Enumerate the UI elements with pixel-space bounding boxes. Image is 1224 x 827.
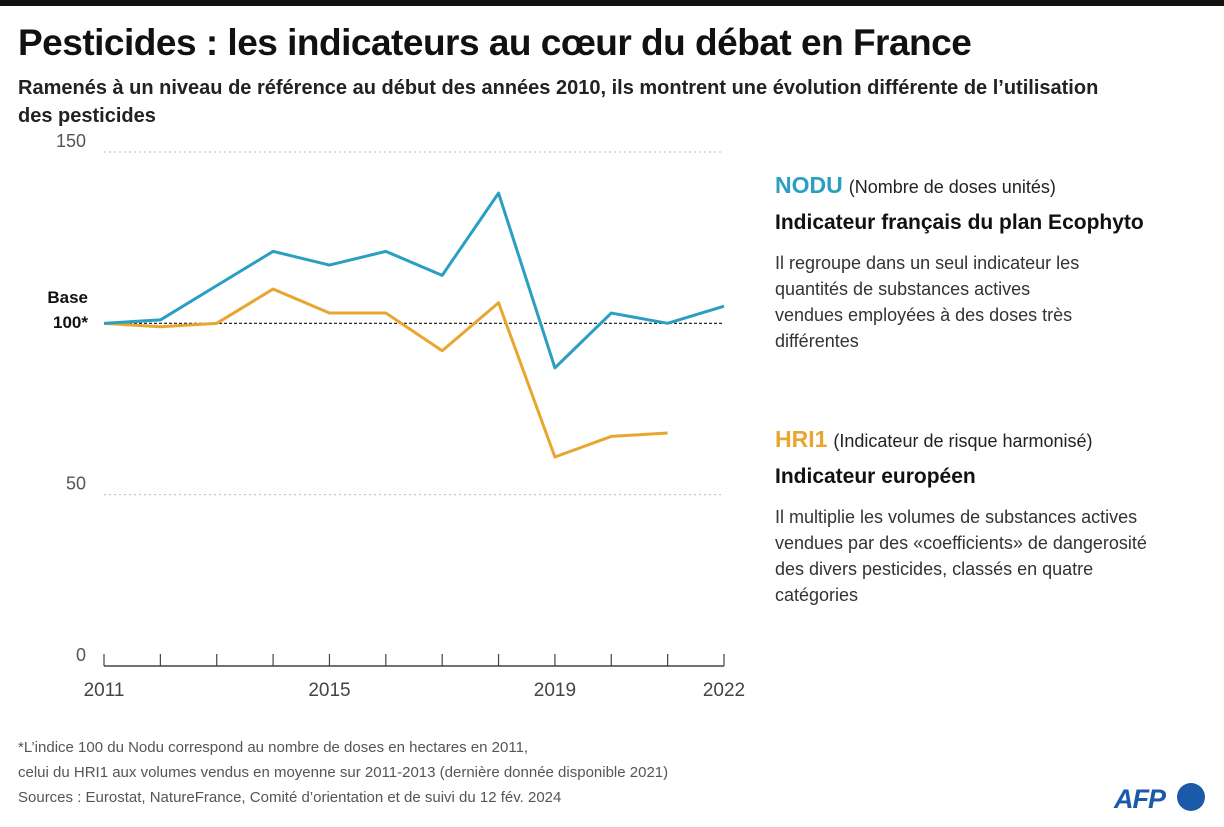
legend-desc: (Nombre de doses unités) [848,177,1056,197]
chart-title: Pesticides : les indicateurs au cœur du … [18,22,972,63]
panel-heading: Indicateur européen [775,465,976,488]
footnote: Sources : Eurostat, NatureFrance, Comité… [18,789,562,806]
x-tick-label: 2011 [84,680,125,701]
x-tick-label: 2015 [308,680,350,701]
legend-entry: HRI1 (Indicateur de risque harmonisé) [775,426,1093,453]
panel-heading: Indicateur français du plan Ecophyto [775,211,1144,234]
panel-text: Il multiplie les volumes de substances a… [775,507,1147,605]
legend-entry: NODU (Nombre de doses unités) [775,172,1056,199]
x-tick-label: 2022 [703,680,745,701]
footnote: celui du HRI1 aux volumes vendus en moye… [18,764,669,781]
y-tick-label: Base 100* [47,288,88,333]
legend-desc: (Indicateur de risque harmonisé) [833,431,1093,451]
logo-circle [1177,783,1205,811]
y-tick-label: 0 [76,645,86,665]
panel-text: Il regroupe dans un seul indicateur les … [775,253,1080,351]
footnote: *L’indice 100 du Nodu correspond au nomb… [18,739,529,756]
legend-label: NODU [775,172,843,198]
series-line [103,191,725,370]
y-tick-label: 150 [56,131,86,151]
x-tick-label: 2019 [534,680,576,701]
y-tick-label: 50 [66,473,86,493]
series-line [103,287,668,459]
top-bar [0,0,1224,6]
legend-label: HRI1 [775,426,828,452]
logo: AFP [1114,784,1166,814]
subtitle: Ramenés à un niveau de référence au débu… [18,77,1099,127]
